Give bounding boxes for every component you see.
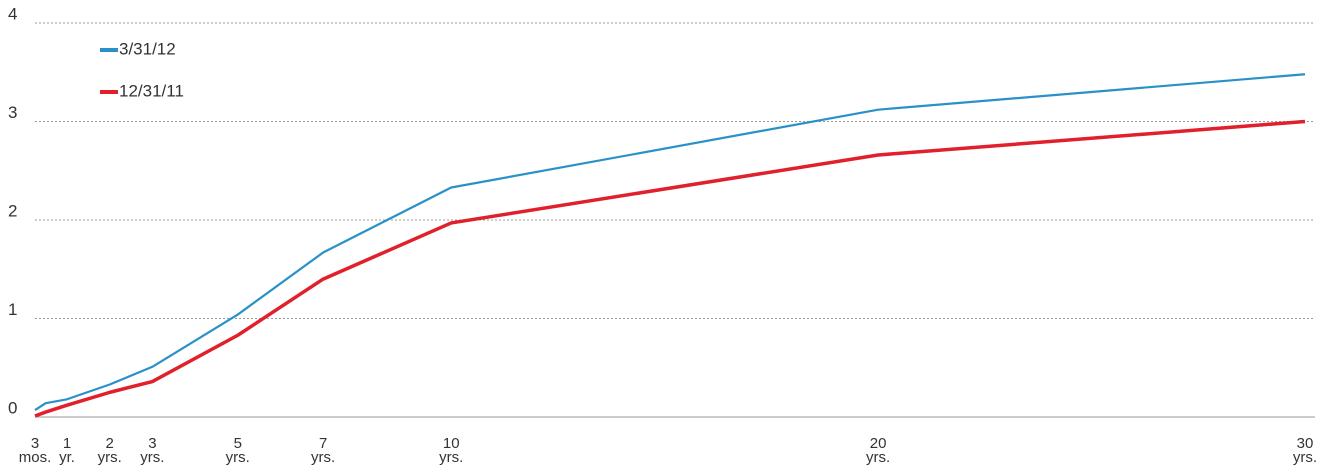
legend-label: 3/31/12 — [119, 39, 176, 58]
x-tick-label: 1 yr. — [59, 435, 75, 466]
y-tick-label: 0 — [8, 398, 17, 417]
x-tick-label: 30 yrs. — [1292, 435, 1318, 466]
series-line — [34, 119, 1306, 418]
legend-label: 12/31/11 — [119, 81, 184, 100]
x-tick-label: 5 yrs. — [225, 435, 250, 466]
x-tick-label: 10 yrs. — [439, 435, 464, 466]
y-tick-label: 2 — [8, 201, 17, 220]
series-line — [34, 73, 1306, 412]
y-tick-label: 3 — [8, 103, 17, 122]
x-tick-label: 3 mos. — [18, 435, 52, 466]
x-tick-label: 2 yrs. — [97, 435, 122, 466]
y-tick-label: 4 — [8, 4, 17, 23]
y-tick-label: 1 — [8, 300, 17, 319]
x-tick-label: 20 yrs. — [866, 435, 891, 466]
x-tick-label: 3 yrs. — [140, 435, 165, 466]
x-tick-label: 7 yrs. — [311, 435, 336, 466]
